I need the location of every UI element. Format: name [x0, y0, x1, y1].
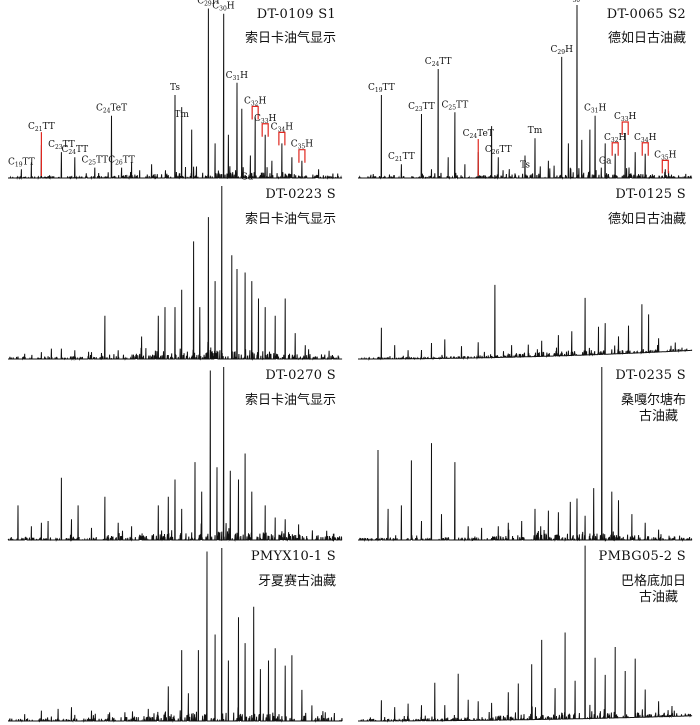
chromatogram-trace [358, 4, 693, 180]
sample-id: DT-0125 S [615, 187, 686, 202]
red-bracket-marker [251, 105, 259, 120]
peak-label: Ts [520, 161, 530, 171]
peak-label: C23TT [408, 102, 435, 113]
chromatogram-plot [8, 547, 343, 723]
peak-label: Ts [170, 83, 180, 93]
sample-id: DT-0065 S2 [606, 7, 686, 22]
chromatogram-plot [358, 366, 693, 542]
chromatogram-plot [358, 545, 693, 723]
chromatogram-plot [8, 185, 343, 361]
chromatogram-trace [8, 185, 343, 361]
sample-location: 古油藏 [638, 590, 678, 605]
sample-location: 古油藏 [638, 409, 678, 424]
red-bracket-marker [261, 123, 269, 137]
red-bracket-marker [298, 149, 306, 163]
sample-id: DT-0223 S [265, 187, 336, 202]
peak-label: C34H [634, 133, 657, 144]
peak-label: C21TT [388, 152, 415, 163]
red-bracket-marker [278, 131, 286, 146]
sample-location: 牙夏赛古油藏 [257, 574, 336, 589]
red-bracket-marker [621, 121, 629, 136]
peak-label: Ga [241, 173, 254, 183]
peak-label: C29H [551, 45, 574, 56]
peak-label: C21TT [28, 122, 55, 133]
peak-label: C24TeT [96, 104, 127, 115]
peak-label: C31H [584, 104, 607, 115]
sample-location: 德如日古油藏 [607, 31, 686, 46]
sample-id: PMBG05-2 S [598, 549, 686, 564]
peak-label: Tm [174, 110, 189, 120]
chromatogram-trace [358, 545, 693, 723]
chromatogram-trace [8, 547, 343, 723]
peak-label: C33H [254, 114, 277, 125]
peak-label: C32H [604, 133, 627, 144]
sample-location: 索日卡油气显示 [244, 393, 336, 408]
chromatogram-trace [358, 366, 693, 542]
peak-label: C31H [226, 71, 249, 82]
peak-label: C25TT [81, 156, 108, 167]
chromatogram-plot: C19TT C21TT C23TT C24TT C25TT C24TeT C26TT Tm Ts… [358, 0, 693, 180]
peak-label: Ga [599, 156, 612, 166]
sample-id: DT-0109 S1 [256, 7, 336, 22]
chromatogram-panel: C19TT C21TT C23TT C24TT C25TT C24TeT C26TT Ts Tm… [0, 0, 350, 183]
chromatogram-panel: DT-0223 S 索日卡油气显示 [0, 181, 350, 362]
chromatogram-panel: PMBG05-2 S 巴格底加日 古油藏 [350, 543, 700, 724]
peak-label: C24TeT [463, 129, 494, 140]
sample-location: 巴格底加日 [620, 574, 686, 589]
chromatogram-panel: DT-0235 S 桑嘎尔塘布 古油藏 [350, 362, 700, 543]
chromatogram-plot [7, 366, 343, 542]
peak-label: C30H [566, 0, 589, 4]
peak-label: Tm [528, 126, 543, 136]
peak-label: C19TT [8, 157, 35, 168]
peak-label: C30H [212, 2, 235, 13]
sample-id: DT-0235 S [615, 368, 686, 383]
chromatogram-plot [358, 284, 693, 361]
peak-label: C29H [197, 0, 220, 7]
sample-location: 桑嘎尔塘布 [620, 393, 686, 408]
red-bracket-marker [611, 142, 619, 156]
chromatogram-panel: DT-0270 S 索日卡油气显示 [0, 362, 350, 543]
chromatogram-panel: PMYX10-1 S 牙夏赛古油藏 [0, 543, 350, 724]
peak-label: C33H [614, 112, 637, 123]
sample-location: 索日卡油气显示 [244, 212, 336, 227]
peak-label: C24TT [61, 145, 88, 156]
peak-label: C19TT [368, 83, 395, 94]
chromatogram-trace [7, 366, 343, 542]
sample-id: PMYX10-1 S [250, 549, 336, 564]
peak-label: C25TT [442, 100, 469, 111]
chromatogram-panel: C19TT C21TT C23TT C24TT C25TT C24TeT C26TT Tm Ts… [350, 0, 700, 181]
red-bracket-marker [641, 142, 649, 156]
peak-label: C26TT [108, 156, 135, 167]
chromatogram-trace [8, 8, 343, 180]
chromatogram-panel: DT-0125 S 德如日古油藏 [350, 181, 700, 362]
peak-label: C26TT [485, 145, 512, 156]
peak-label: C32H [244, 96, 267, 107]
chromatogram-trace [358, 284, 693, 361]
peak-label: C23TT [48, 140, 75, 151]
peak-label: C24TT [425, 57, 452, 68]
peak-label: C34H [271, 122, 294, 133]
peak-label: C35H [654, 150, 677, 161]
sample-location: 索日卡油气显示 [244, 31, 336, 46]
red-bracket-marker [661, 159, 669, 174]
sample-location: 德如日古油藏 [607, 212, 686, 227]
peak-label: C35H [291, 140, 314, 151]
sample-id: DT-0270 S [265, 368, 336, 383]
